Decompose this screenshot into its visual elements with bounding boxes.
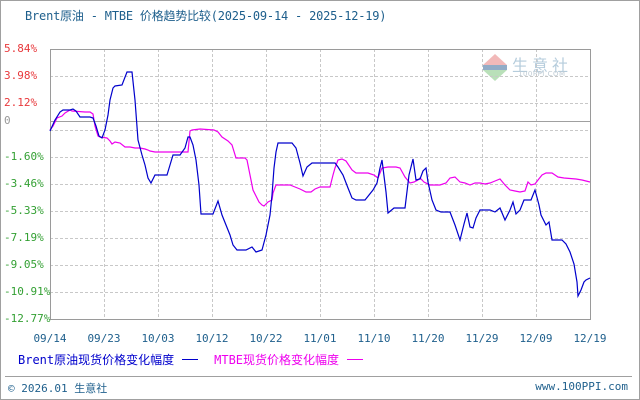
- y-tick-label: -7.19%: [4, 231, 44, 244]
- footer-divider: [5, 376, 632, 377]
- x-tick-label: 10/03: [141, 332, 175, 345]
- x-tick-label: 12/09: [519, 332, 553, 345]
- legend: Brent原油现货价格变化幅度 MTBE现货价格变化幅度: [18, 351, 379, 368]
- legend-swatch-mtbe: [347, 359, 364, 360]
- x-tick-label: 11/01: [303, 332, 337, 345]
- x-tick-label: 09/23: [87, 332, 121, 345]
- y-tick-label: -3.46%: [4, 177, 44, 190]
- x-tick-label: 10/22: [249, 332, 283, 345]
- mtbe-series-line: [49, 109, 591, 207]
- watermark-brand: 生意社: [512, 56, 573, 75]
- plot-border: [50, 49, 591, 320]
- x-tick-label: 12/19: [573, 332, 607, 345]
- legend-label-mtbe: MTBE现货价格变化幅度: [214, 353, 340, 367]
- x-tick-label: 10/12: [195, 332, 229, 345]
- copyright-text: © 2026.01 生意社: [8, 382, 108, 395]
- legend-item-brent[interactable]: Brent原油现货价格变化幅度: [18, 351, 199, 368]
- x-tick-label: 09/14: [33, 332, 67, 345]
- x-tick-label: 11/20: [411, 332, 445, 345]
- x-tick-label: 11/10: [357, 332, 391, 345]
- legend-label-brent: Brent原油现货价格变化幅度: [18, 353, 175, 367]
- chart-title: Brent原油 - MTBE 价格趋势比较(2025-09-14 - 2025-…: [25, 9, 387, 23]
- legend-swatch-brent: [182, 359, 199, 360]
- watermark-url: 100PPI.COM: [518, 70, 566, 78]
- y-tick-label: 3.98%: [4, 69, 38, 82]
- y-tick-label: -1.60%: [4, 150, 44, 163]
- y-tick-label: 0: [4, 114, 11, 127]
- site-link[interactable]: www.100PPI.com: [535, 380, 628, 393]
- legend-item-mtbe[interactable]: MTBE现货价格变化幅度: [214, 351, 364, 368]
- ppi-logo-icon: [483, 54, 507, 81]
- y-tick-label: 5.84%: [4, 42, 38, 55]
- x-tick-label: 11/29: [465, 332, 499, 345]
- brent-series-line: [49, 71, 591, 299]
- watermark: 生意社 100PPI.COM: [480, 52, 580, 82]
- y-tick-label: -9.05%: [4, 258, 44, 271]
- y-tick-label: -5.33%: [4, 204, 44, 217]
- y-tick-label: -12.77%: [4, 312, 51, 325]
- grid-lines: [50, 49, 590, 320]
- y-tick-label: -10.91%: [4, 285, 51, 298]
- y-tick-label: 2.12%: [4, 96, 38, 109]
